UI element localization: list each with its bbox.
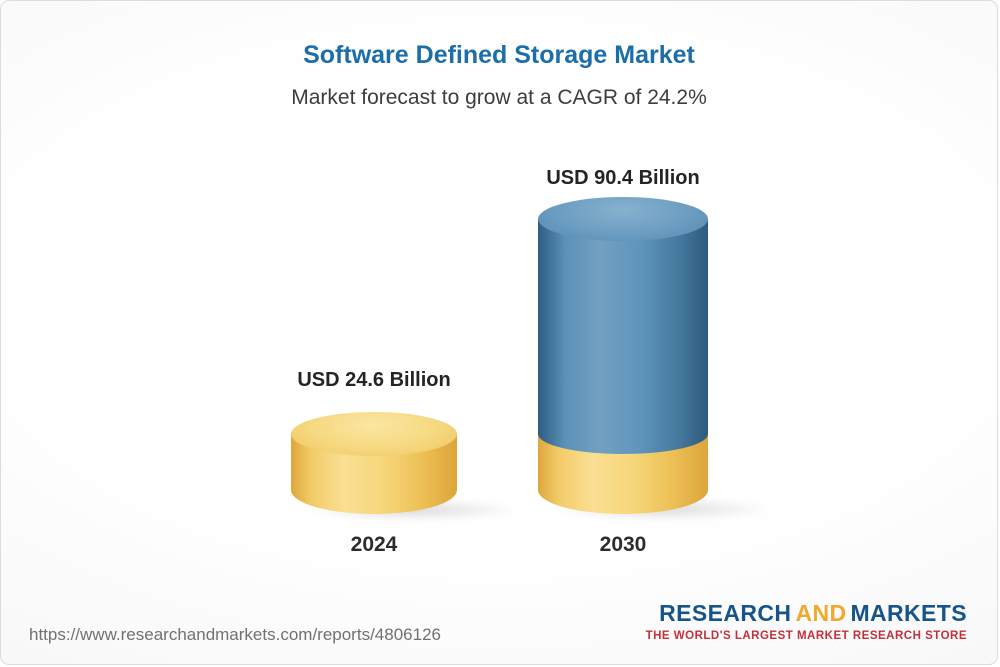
logo-tagline: THE WORLD'S LARGEST MARKET RESEARCH STOR… — [645, 630, 967, 642]
logo-word-research: RESEARCH — [659, 600, 792, 626]
research-and-markets-logo: RESEARCH AND MARKETS THE WORLD'S LARGEST M… — [646, 600, 967, 642]
value-label-2024: USD 24.6 Billion — [297, 369, 451, 391]
x-label-2024: 2024 — [350, 533, 398, 556]
chart-title: Software Defined Storage Market — [303, 41, 695, 69]
chart-subtitle: Market forecast to grow at a CAGR of 24.… — [291, 86, 707, 109]
logo-word-markets: MARKETS — [850, 600, 967, 626]
logo-wordmark: RESEARCH AND MARKETS — [646, 600, 967, 627]
logo-word-and: AND — [795, 600, 847, 626]
value-label-2030: USD 90.4 Billion — [546, 167, 700, 189]
bar-2030-growth-segment — [538, 219, 708, 454]
bar-2024-top-face — [291, 412, 457, 456]
report-url-link[interactable]: https://www.researchandmarkets.com/repor… — [29, 625, 441, 644]
x-label-2030: 2030 — [599, 533, 647, 556]
bar-2030-top-face — [538, 197, 708, 241]
